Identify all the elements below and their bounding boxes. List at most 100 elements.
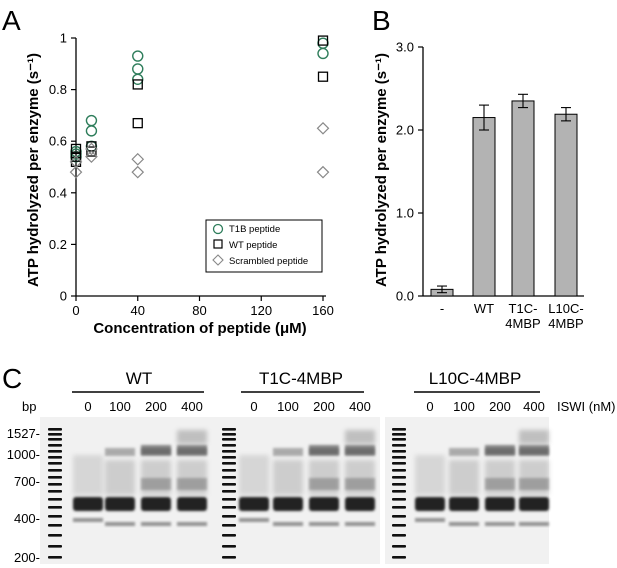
x-axis-label-a: Concentration of peptide (μM)	[93, 320, 306, 337]
ladder-band	[48, 450, 62, 453]
legend-box	[205, 219, 323, 273]
bp-marker-label: 700-	[14, 474, 40, 489]
bp-label: bp	[22, 399, 36, 414]
ladder-band	[392, 534, 406, 537]
ladder-band	[222, 534, 236, 537]
gel-lane-label: 0	[250, 399, 257, 414]
gel-lane-label: 400	[349, 399, 371, 414]
y-tick-label: 3.0	[396, 40, 414, 55]
point-scrambled-peptide	[131, 165, 145, 179]
ladder-band	[222, 506, 236, 509]
gel-group-label-wt: WT	[126, 369, 152, 388]
ladder-band	[48, 438, 62, 441]
gel-band-main	[73, 497, 103, 511]
x-tick-label: 40	[131, 303, 145, 318]
point-scrambled-peptide	[316, 165, 330, 179]
ladder-band	[48, 456, 62, 459]
gel-band-lower	[519, 522, 549, 526]
ladder-band	[48, 433, 62, 436]
gel-lane-label: 200	[489, 399, 511, 414]
ladder-band	[392, 450, 406, 453]
ladder-band	[222, 456, 236, 459]
ladder-band	[222, 444, 236, 447]
ladder-band	[222, 498, 236, 501]
gel-band-lower	[345, 522, 375, 526]
gel-smear	[449, 460, 479, 495]
gel-lane-label: 0	[84, 399, 91, 414]
point-t1b-peptide	[85, 125, 98, 137]
ladder-band	[222, 469, 236, 472]
ladder-band	[48, 444, 62, 447]
point-scrambled-peptide	[85, 150, 98, 164]
legend-diamond-icon	[212, 254, 224, 266]
legend-t1b: T1B peptide	[229, 224, 280, 235]
y-tick-label: 0.8	[49, 82, 67, 97]
ladder-band	[392, 469, 406, 472]
gel-smear	[415, 455, 445, 495]
gel-band-main	[415, 497, 445, 511]
bar	[472, 117, 496, 297]
point-t1b-peptide	[132, 50, 144, 62]
ladder-band	[48, 490, 62, 493]
gel-image-2	[213, 417, 380, 564]
gel-group-label-t1c: T1C-4MBP	[259, 369, 343, 388]
data-points-a	[69, 35, 330, 179]
point-t1b-peptide	[132, 63, 144, 75]
legend-wt: WT peptide	[229, 240, 277, 251]
y-axis-label-b: ATP hydrolyzed per enzyme (s⁻¹)	[373, 53, 390, 287]
bars-b	[430, 93, 578, 297]
gel-band-shift	[177, 478, 207, 490]
gel-lane-label: 400	[523, 399, 545, 414]
gel-band-shift	[105, 448, 135, 456]
gel-smear	[239, 455, 269, 495]
gel-band-shift	[177, 445, 207, 455]
ladder-band	[222, 515, 236, 518]
scatter-chart-a: 0 0.2 0.4 0.6 0.8 1 0 40 80 120 160 ATP hydrolyze…	[25, 31, 334, 338]
ladder-band	[48, 428, 62, 431]
x-tick-label: 0	[72, 303, 79, 318]
ladder-band	[48, 498, 62, 501]
panel-label-b: B	[372, 5, 391, 36]
gel-smear	[73, 455, 103, 495]
ladder-band	[222, 462, 236, 465]
x-tick-label: 4MBP	[505, 316, 540, 331]
ladder-band	[392, 515, 406, 518]
point-scrambled-peptide	[85, 142, 98, 156]
ladder-band	[392, 438, 406, 441]
x-tick-label: T1C-	[509, 301, 538, 316]
y-tick-label: 1	[60, 31, 67, 46]
x-tick-label: 80	[192, 303, 206, 318]
ladder-band	[222, 524, 236, 527]
gel-band-lower	[73, 518, 103, 522]
bp-marker-label: 1000-	[7, 447, 40, 462]
legend-scrambled: Scrambled peptide	[229, 256, 308, 267]
gel-lane-label: 100	[277, 399, 299, 414]
point-scrambled-peptide	[69, 165, 83, 179]
gel-band-lower	[485, 522, 515, 526]
gel-band-shift	[345, 478, 375, 490]
gel-band-shift	[449, 448, 479, 456]
point-t1b-peptide	[132, 73, 144, 85]
x-tick-label: 160	[312, 303, 334, 318]
bp-marker-label: 1527-	[7, 426, 40, 441]
x-tick-label: -	[440, 301, 444, 316]
y-ticks-b: 0.0 1.0 2.0 3.0	[396, 40, 423, 304]
gel-band-shift	[309, 445, 339, 455]
x-tick-label: WT	[474, 301, 494, 316]
ladder-band	[392, 524, 406, 527]
ladder-band	[392, 433, 406, 436]
ladder-band	[392, 490, 406, 493]
gel-band-main	[485, 497, 515, 511]
ladder-band	[48, 515, 62, 518]
ladder-band	[392, 545, 406, 548]
bp-marker-label: 200-	[14, 550, 40, 565]
ladder-band	[392, 476, 406, 479]
gel-band-shift	[519, 478, 549, 490]
gel-band-lower	[177, 522, 207, 526]
y-ticks-a: 0 0.2 0.4 0.6 0.8 1	[49, 31, 76, 304]
point-wt-peptide	[70, 151, 82, 162]
ladder-band	[222, 476, 236, 479]
ladder-band	[48, 524, 62, 527]
ladder-band	[392, 506, 406, 509]
